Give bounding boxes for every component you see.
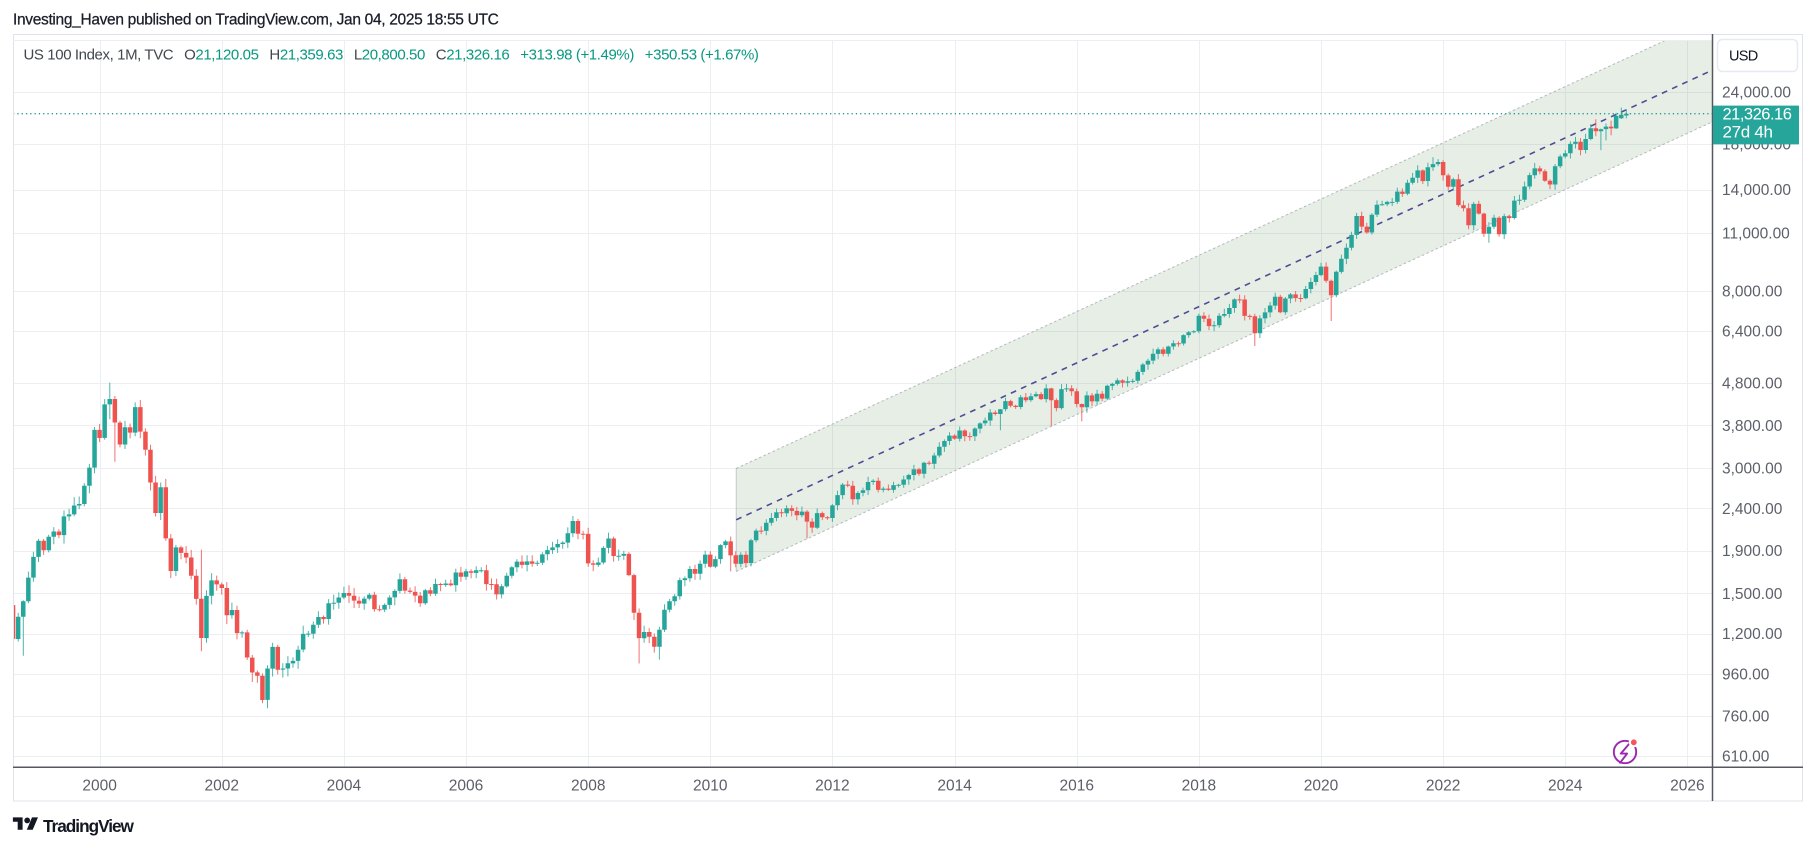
svg-text:1,900.00: 1,900.00 xyxy=(1722,543,1783,560)
svg-text:2016: 2016 xyxy=(1059,778,1093,795)
svg-text:TradingView: TradingView xyxy=(43,816,135,836)
svg-text:4,800.00: 4,800.00 xyxy=(1722,376,1783,393)
svg-text:2010: 2010 xyxy=(693,778,728,795)
svg-text:8,000.00: 8,000.00 xyxy=(1722,283,1783,300)
svg-text:1,500.00: 1,500.00 xyxy=(1722,586,1783,603)
svg-text:2022: 2022 xyxy=(1426,778,1460,795)
svg-text:27d 4h: 27d 4h xyxy=(1723,122,1773,141)
svg-text:2014: 2014 xyxy=(937,778,972,795)
svg-text:USD: USD xyxy=(1729,49,1758,65)
svg-text:11,000.00: 11,000.00 xyxy=(1722,226,1790,243)
svg-text:2,400.00: 2,400.00 xyxy=(1722,501,1783,518)
svg-text:2004: 2004 xyxy=(327,778,362,795)
svg-text:3,000.00: 3,000.00 xyxy=(1722,461,1783,478)
svg-text:2012: 2012 xyxy=(815,778,849,795)
svg-text:960.00: 960.00 xyxy=(1722,667,1770,684)
svg-text:21,326.16: 21,326.16 xyxy=(1723,106,1792,124)
svg-text:760.00: 760.00 xyxy=(1722,709,1770,726)
svg-text:24,000.00: 24,000.00 xyxy=(1722,85,1791,102)
svg-text:2020: 2020 xyxy=(1304,778,1339,795)
svg-text:US 100 Index, 1M, TVC O21,120: US 100 Index, 1M, TVC O21,120.05 H21,359… xyxy=(24,47,759,64)
svg-text:2002: 2002 xyxy=(204,778,238,795)
svg-text:2018: 2018 xyxy=(1182,778,1216,795)
svg-text:6,400.00: 6,400.00 xyxy=(1722,324,1783,341)
svg-text:2008: 2008 xyxy=(571,778,605,795)
svg-text:1,200.00: 1,200.00 xyxy=(1722,626,1783,643)
svg-text:2026: 2026 xyxy=(1670,778,1704,795)
svg-text:Investing_Haven published on T: Investing_Haven published on TradingView… xyxy=(13,11,499,28)
svg-text:14,000.00: 14,000.00 xyxy=(1722,182,1791,199)
svg-text:2000: 2000 xyxy=(82,778,117,795)
svg-text:2024: 2024 xyxy=(1548,778,1583,795)
svg-text:2006: 2006 xyxy=(449,778,483,795)
svg-text:610.00: 610.00 xyxy=(1722,749,1770,766)
svg-text:3,800.00: 3,800.00 xyxy=(1722,418,1783,435)
